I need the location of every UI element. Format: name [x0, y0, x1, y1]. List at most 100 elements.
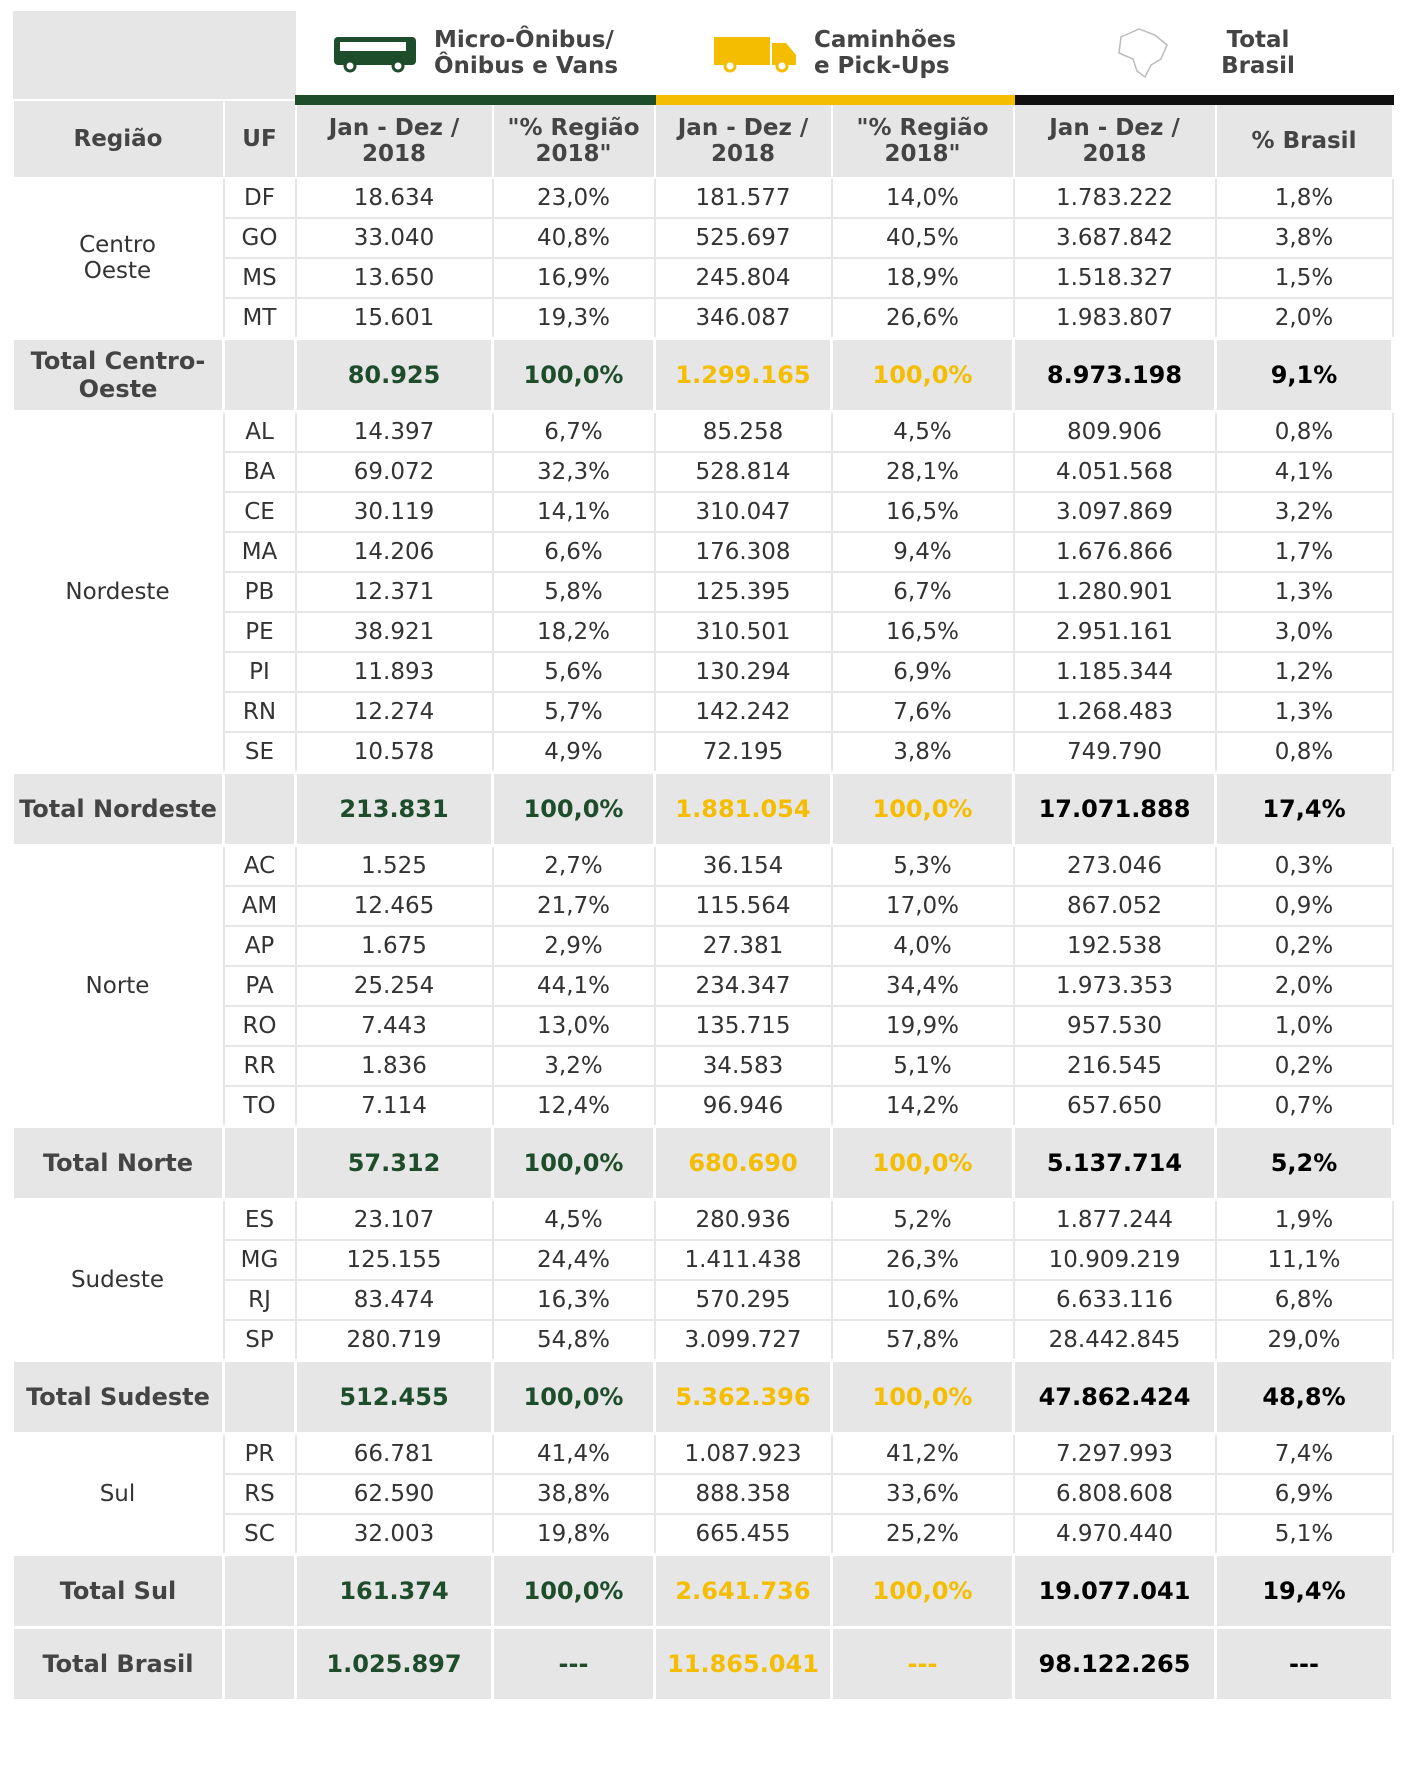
group-title-line: Caminhões [813, 27, 957, 53]
uf-cell: RS [222, 1473, 297, 1515]
total-value: 47.862.424 [1012, 1359, 1217, 1435]
uf-cell: RR [222, 1045, 297, 1087]
value-cell: 72.195 [653, 731, 833, 774]
value-cell: 85.258 [653, 410, 833, 453]
value-cell: 809.906 [1012, 410, 1217, 453]
value-cell: 14,1% [491, 491, 656, 533]
data-row: PE 38.921 18,2% 310.501 16,5% 2.951.161 3,0% [13, 611, 1394, 653]
value-cell: 10,6% [830, 1279, 1015, 1321]
group-title: Caminhões e Pick-Ups [814, 27, 956, 79]
value-cell: 28,1% [830, 451, 1015, 493]
value-cell: 957.530 [1012, 1005, 1217, 1047]
uf-cell: BA [222, 451, 297, 493]
value-cell: 25,2% [830, 1513, 1015, 1556]
column-header: Jan - Dez / 2018 [1012, 99, 1217, 179]
value-cell: 23,0% [491, 177, 656, 219]
total-row: Total Norte 57.312 100,0% 680.690 100,0% 5.13… [11, 1125, 1394, 1201]
value-cell: 69.072 [294, 451, 494, 493]
data-row: Centro Oeste DF 18.634 23,0% 181.577 14,0% 1.7… [12, 177, 1394, 339]
value-cell: 280.936 [653, 1198, 833, 1241]
data-row: BA 69.072 32,3% 528.814 28,1% 4.051.568 4,1% [13, 451, 1394, 493]
value-cell: 30.119 [294, 491, 494, 533]
value-cell: 657.650 [1012, 1085, 1217, 1128]
total-value: 100,0% [830, 1125, 1015, 1201]
value-cell: 570.295 [653, 1279, 833, 1321]
region-name: Nordeste [12, 410, 225, 773]
total-label: Total Sudeste [11, 1359, 225, 1435]
value-cell: 6,8% [1214, 1279, 1394, 1321]
total-label: Total Brasil [11, 1626, 225, 1702]
total-value: 100,0% [491, 337, 656, 413]
value-cell: 135.715 [653, 1005, 833, 1047]
data-row: SC 32.003 19,8% 665.455 25,2% 4.970.440 5,1% [13, 1513, 1394, 1556]
value-cell: 41,4% [491, 1432, 656, 1475]
column-header: Jan - Dez / 2018 [294, 99, 494, 179]
value-cell: 26,6% [830, 297, 1015, 340]
value-cell: 5,3% [830, 844, 1015, 887]
data-row: PB 12.371 5,8% 125.395 6,7% 1.280.901 1,3% [13, 571, 1394, 613]
value-cell: 1.268.483 [1012, 691, 1217, 733]
value-cell: 18,9% [830, 257, 1015, 299]
value-cell: 6,7% [491, 410, 656, 453]
total-value: 1.025.897 [294, 1626, 494, 1702]
total-value: 2.641.736 [653, 1553, 833, 1629]
total-value: 17.071.888 [1012, 771, 1217, 847]
value-cell: 44,1% [491, 965, 656, 1007]
value-cell: 181.577 [653, 177, 833, 219]
total-row: Total Brasil 1.025.897 --- 11.865.041 --- 98.… [11, 1626, 1394, 1702]
value-cell: 3,2% [1214, 491, 1394, 533]
value-cell: 57,8% [830, 1319, 1015, 1362]
value-cell: 32,3% [491, 451, 656, 493]
value-cell: 665.455 [653, 1513, 833, 1556]
total-value: 19,4% [1214, 1553, 1394, 1629]
total-value: 680.690 [653, 1125, 833, 1201]
value-cell: 0,2% [1214, 925, 1394, 967]
value-cell: 40,8% [491, 217, 656, 259]
map-icon [1118, 28, 1168, 79]
data-row: RN 12.274 5,7% 142.242 7,6% 1.268.483 1,3% [13, 691, 1394, 733]
value-cell: 273.046 [1012, 844, 1217, 887]
total-value: 100,0% [830, 337, 1015, 413]
value-cell: 3,0% [1214, 611, 1394, 653]
uf-cell: AP [222, 925, 297, 967]
total-value: 98.122.265 [1012, 1626, 1217, 1702]
value-cell: 176.308 [653, 531, 833, 573]
value-cell: 83.474 [294, 1279, 494, 1321]
value-cell: 3.097.869 [1012, 491, 1217, 533]
total-value: 57.312 [294, 1125, 494, 1201]
total-value: 100,0% [491, 1359, 656, 1435]
value-cell: 346.087 [653, 297, 833, 340]
value-cell: 32.003 [294, 1513, 494, 1556]
total-value: 80.925 [294, 337, 494, 413]
value-cell: 1.983.807 [1012, 297, 1217, 340]
value-cell: 41,2% [830, 1432, 1015, 1475]
value-cell: 16,5% [830, 611, 1015, 653]
uf-cell: MS [222, 257, 297, 299]
value-cell: 216.545 [1012, 1045, 1217, 1087]
total-value: 5.362.396 [653, 1359, 833, 1435]
total-value: --- [1214, 1626, 1394, 1702]
value-cell: 3,2% [491, 1045, 656, 1087]
value-cell: 4,1% [1214, 451, 1394, 493]
value-cell: 14.206 [294, 531, 494, 573]
uf-cell: PE [222, 611, 297, 653]
uf-cell: PR [222, 1432, 297, 1475]
total-value: 19.077.041 [1012, 1553, 1217, 1629]
value-cell: 29,0% [1214, 1319, 1394, 1362]
uf-cell: CE [222, 491, 297, 533]
value-cell: 525.697 [653, 217, 833, 259]
group-title: Total Brasil [1221, 27, 1295, 79]
value-cell: 11.893 [294, 651, 494, 693]
value-cell: 6.808.608 [1012, 1473, 1217, 1515]
data-row: MT 15.601 19,3% 346.087 26,6% 1.983.807 2,0% [13, 297, 1394, 340]
value-cell: 142.242 [653, 691, 833, 733]
value-cell: 28.442.845 [1012, 1319, 1217, 1362]
value-cell: 5,1% [830, 1045, 1015, 1087]
value-cell: 1,3% [1214, 571, 1394, 613]
value-cell: 14.397 [294, 410, 494, 453]
group-header-row: Micro-Ônibus/Ônibus e Vans Caminhões e Pi… [12, 11, 1393, 105]
value-cell: 15.601 [294, 297, 494, 340]
value-cell: 7,6% [830, 691, 1015, 733]
value-cell: 0,8% [1214, 410, 1394, 453]
